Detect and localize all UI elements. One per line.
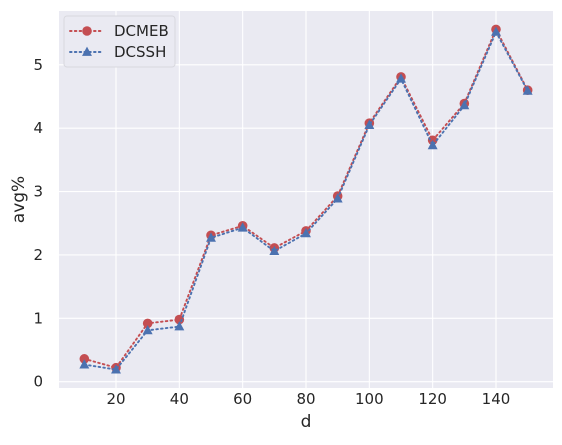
point-dcssh-10	[79, 359, 90, 369]
point-dcmeb-30	[142, 318, 153, 329]
y-tick-5: 5	[33, 56, 43, 74]
point-dcssh-100	[364, 119, 375, 129]
legend-label-dcmeb: DCMEB	[114, 22, 169, 40]
point-dcssh-110	[396, 73, 406, 83]
legend-marker-circle	[82, 26, 92, 36]
tick-labels: 20 40 60 80 100 120 140 0 1 2 3 4 5	[33, 56, 510, 408]
point-dcssh-40	[174, 321, 185, 331]
x-tick-40: 40	[170, 390, 189, 408]
point-dcssh-70	[269, 245, 280, 256]
point-dcssh-30	[142, 324, 153, 335]
legend-item-dcssh: DCSSH	[69, 43, 166, 61]
x-tick-140: 140	[482, 390, 511, 408]
y-tick-4: 4	[33, 119, 43, 137]
point-dcssh-120	[427, 139, 438, 150]
x-tick-120: 120	[418, 390, 447, 408]
legend-marker-triangle	[82, 46, 92, 56]
y-tick-1: 1	[33, 309, 43, 327]
x-tick-80: 80	[296, 390, 315, 408]
y-axis-label: avg%	[9, 176, 29, 223]
x-tick-100: 100	[355, 390, 384, 408]
legend: DCMEB DCSSH	[63, 15, 176, 68]
legend-box	[63, 15, 176, 68]
legend-label-dcssh: DCSSH	[114, 43, 166, 61]
point-dcssh-150	[522, 85, 533, 95]
x-tick-20: 20	[106, 390, 125, 408]
grid-lines	[59, 11, 553, 388]
point-dcssh-50	[206, 232, 216, 242]
x-tick-60: 60	[233, 390, 252, 408]
point-dcssh-20	[111, 364, 121, 374]
series-dcssh	[79, 26, 533, 374]
legend-item-dcmeb: DCMEB	[69, 22, 169, 40]
point-dcssh-60	[237, 222, 248, 232]
point-dcssh-80	[301, 227, 311, 238]
point-dcssh-90	[332, 193, 343, 203]
point-dcmeb-10	[79, 354, 90, 364]
point-dcssh-140	[491, 26, 501, 36]
series-layer	[79, 24, 533, 374]
y-tick-0: 0	[33, 373, 43, 391]
x-axis-label: d	[301, 412, 312, 432]
point-dcssh-130	[459, 100, 470, 110]
y-tick-3: 3	[33, 183, 43, 201]
y-tick-2: 2	[33, 246, 43, 264]
